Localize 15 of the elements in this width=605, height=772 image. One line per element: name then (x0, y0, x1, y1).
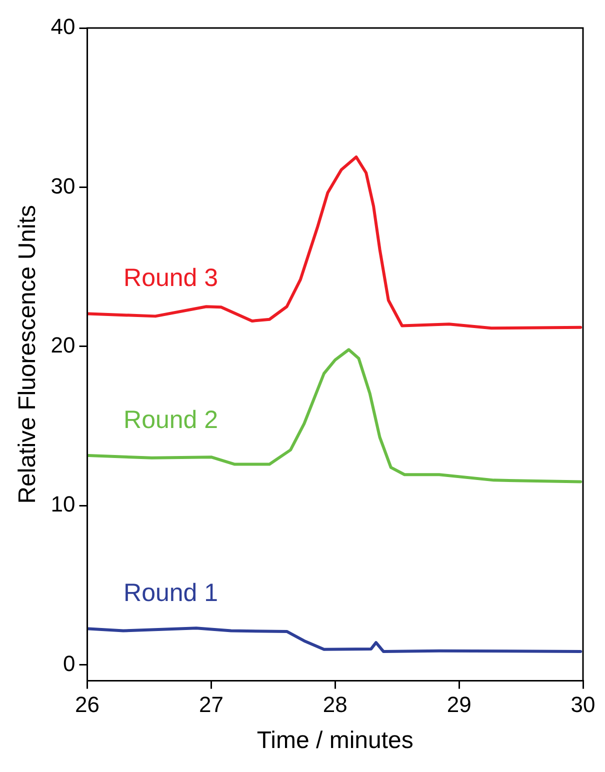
y-tick-label: 40 (50, 14, 76, 40)
y-tick-label: 0 (63, 650, 76, 676)
x-axis-title: Time / minutes (256, 727, 414, 754)
y-axis-title: Relative Fluorescence Units (14, 205, 42, 504)
x-tick-label: 30 (570, 692, 596, 718)
x-tick-label: 26 (75, 692, 100, 718)
series-label: Round 2 (124, 406, 218, 434)
x-tick-label: 28 (322, 692, 348, 718)
series-label: Round 1 (124, 579, 218, 608)
x-tick-label: 27 (198, 692, 224, 718)
x-tick-label: 29 (446, 692, 472, 718)
series-label: Round 3 (124, 264, 218, 292)
y-tick-label: 20 (50, 332, 76, 358)
y-tick-label: 30 (50, 173, 76, 198)
y-tick-label: 10 (50, 492, 76, 517)
